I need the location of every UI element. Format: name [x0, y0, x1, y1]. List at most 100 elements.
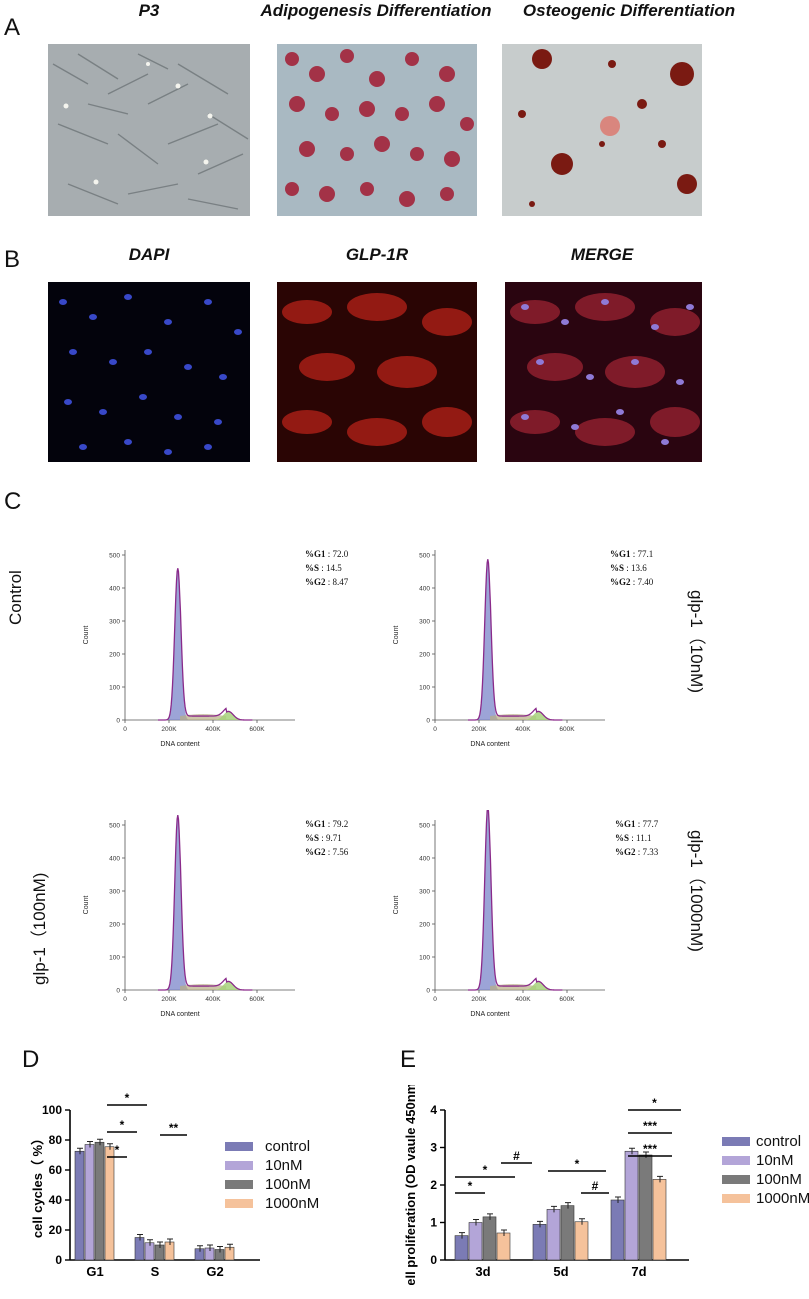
y-tick-label: 3: [430, 1141, 437, 1155]
y-tick-label: 1: [430, 1216, 437, 1230]
significance-marker: #: [513, 1149, 520, 1163]
stat-label-g2: %G2: [615, 847, 636, 857]
y-tick-label: 500: [109, 553, 120, 560]
bar: [84, 1144, 95, 1261]
x-tick-label: 400K: [515, 996, 531, 1003]
stat-g1: 77.7: [642, 819, 659, 829]
g2-peak: [213, 981, 249, 990]
legend-item-10nm: 10nM: [722, 1151, 809, 1170]
stat-label-g1: %G1: [305, 819, 326, 829]
panel-label-e: E: [400, 1046, 417, 1073]
fit-envelope: [468, 559, 563, 721]
stat-g2: 8.47: [332, 577, 349, 587]
bar: [652, 1179, 667, 1261]
stat-label-s: %S: [610, 563, 625, 573]
y-tick-label: 4: [430, 1103, 437, 1117]
x-tick-label: 200K: [161, 996, 177, 1003]
y-axis-label: cell cycles（ %）: [30, 1132, 45, 1238]
stats-10nm: %G1 : 77.1 %S : 13.6 %G2 : 7.40: [610, 549, 654, 587]
y-axis-label: Count: [393, 896, 400, 915]
stat-g1: 79.2: [332, 819, 349, 829]
stats-control: %G1 : 72.0 %S : 14.5 %G2 : 8.47: [305, 549, 349, 587]
x-tick-label: S: [151, 1264, 160, 1279]
histogram-control: 0 100 200 300 400 500 0 200K 400K 600K DNA content…: [83, 550, 295, 748]
g1-peak: [158, 815, 198, 990]
y-tick-label: 300: [109, 889, 120, 896]
stats-100nm: %G1 : 79.2 %S : 9.71 %G2 : 7.56: [305, 819, 349, 857]
legend-item-1000nm: 1000nM: [722, 1189, 809, 1208]
bar: [532, 1224, 547, 1261]
y-tick-label: 400: [109, 586, 120, 593]
legend-e: control 10nM 100nM 1000nM: [722, 1132, 809, 1208]
y-tick-label: 100: [109, 955, 120, 962]
title-p3: P3: [138, 1, 160, 20]
significance-marker: *: [125, 1091, 130, 1105]
bar: [610, 1199, 625, 1261]
stat-label-s: %S: [305, 833, 320, 843]
micrograph-merge: [505, 282, 702, 462]
x-axis-label: DNA content: [160, 1011, 199, 1018]
y-tick-label: 40: [49, 1193, 63, 1207]
panel-label-b: B: [4, 246, 21, 273]
stat-g2: 7.56: [332, 847, 349, 857]
micrograph-osteogenic: [502, 44, 702, 216]
significance-marker: *: [652, 1096, 657, 1110]
stat-s: 11.1: [636, 833, 652, 843]
g2-peak: [523, 711, 559, 720]
y-tick-label: 80: [49, 1133, 63, 1147]
x-tick-label: 0: [433, 996, 437, 1003]
y-tick-label: 400: [419, 586, 430, 593]
bar: [482, 1216, 497, 1261]
significance-marker: *: [468, 1179, 473, 1193]
legend-item-1000nm: 1000nM: [225, 1194, 319, 1213]
y-tick-label: 500: [419, 553, 430, 560]
stat-s: 13.6: [631, 563, 647, 573]
g2-peak: [213, 711, 249, 720]
histogram-100nm: 0 100 200 300 400 500 0 200K 400K 600K DNA content…: [83, 814, 295, 1018]
fit-envelope: [158, 814, 253, 991]
significance-marker: **: [169, 1121, 179, 1135]
stat-label-g2: %G2: [610, 577, 631, 587]
y-tick-label: 20: [49, 1223, 63, 1237]
x-axis-label: DNA content: [160, 741, 199, 748]
x-axis-label: DNA content: [470, 1011, 509, 1018]
significance-marker: ***: [643, 1142, 657, 1156]
stat-g2: 7.33: [642, 847, 659, 857]
micrograph-adipogenesis: [277, 44, 477, 216]
bar: [454, 1235, 469, 1261]
y-tick-label: 100: [419, 685, 430, 692]
bar: [624, 1150, 639, 1261]
stat-label-g1: %G1: [615, 819, 636, 829]
y-tick-label: 100: [419, 955, 430, 962]
chart-cell-proliferation: 0 1 2 3 4 3d 5d 7d Cell proliferation (OD vaule …: [405, 1085, 689, 1285]
x-tick-label: G2: [206, 1264, 223, 1279]
significance-marker: #: [592, 1179, 599, 1193]
y-axis-label: Count: [393, 626, 400, 645]
row-label-control: Control: [6, 570, 25, 625]
y-axis-label: Count: [83, 896, 90, 915]
y-tick-label: 200: [109, 652, 120, 659]
x-tick-label: G1: [86, 1264, 103, 1279]
stat-label-g2: %G2: [305, 577, 326, 587]
y-tick-label: 0: [430, 1253, 437, 1267]
bar: [546, 1209, 561, 1261]
y-tick-label: 400: [419, 856, 430, 863]
y-tick-label: 500: [109, 823, 120, 830]
title-glp1r: GLP-1R: [345, 245, 409, 264]
stat-label-s: %S: [305, 563, 320, 573]
x-tick-label: 200K: [161, 726, 177, 733]
stat-s: 14.5: [326, 563, 342, 573]
y-axis-label: Count: [83, 626, 90, 645]
x-tick-label: 200K: [471, 996, 487, 1003]
micrograph-p3: [48, 44, 250, 216]
significance-marker: *: [120, 1118, 125, 1132]
title-osteogenic: Osteogenic Differentiation: [522, 1, 736, 20]
y-axis-label: Cell proliferation (OD vaule 450nm ): [405, 1085, 418, 1285]
bar: [574, 1221, 589, 1261]
x-tick-label: 400K: [205, 996, 221, 1003]
x-tick-label: 200K: [471, 726, 487, 733]
y-tick-label: 200: [419, 922, 430, 929]
y-tick-label: 0: [55, 1253, 62, 1267]
x-tick-label: 400K: [205, 726, 221, 733]
